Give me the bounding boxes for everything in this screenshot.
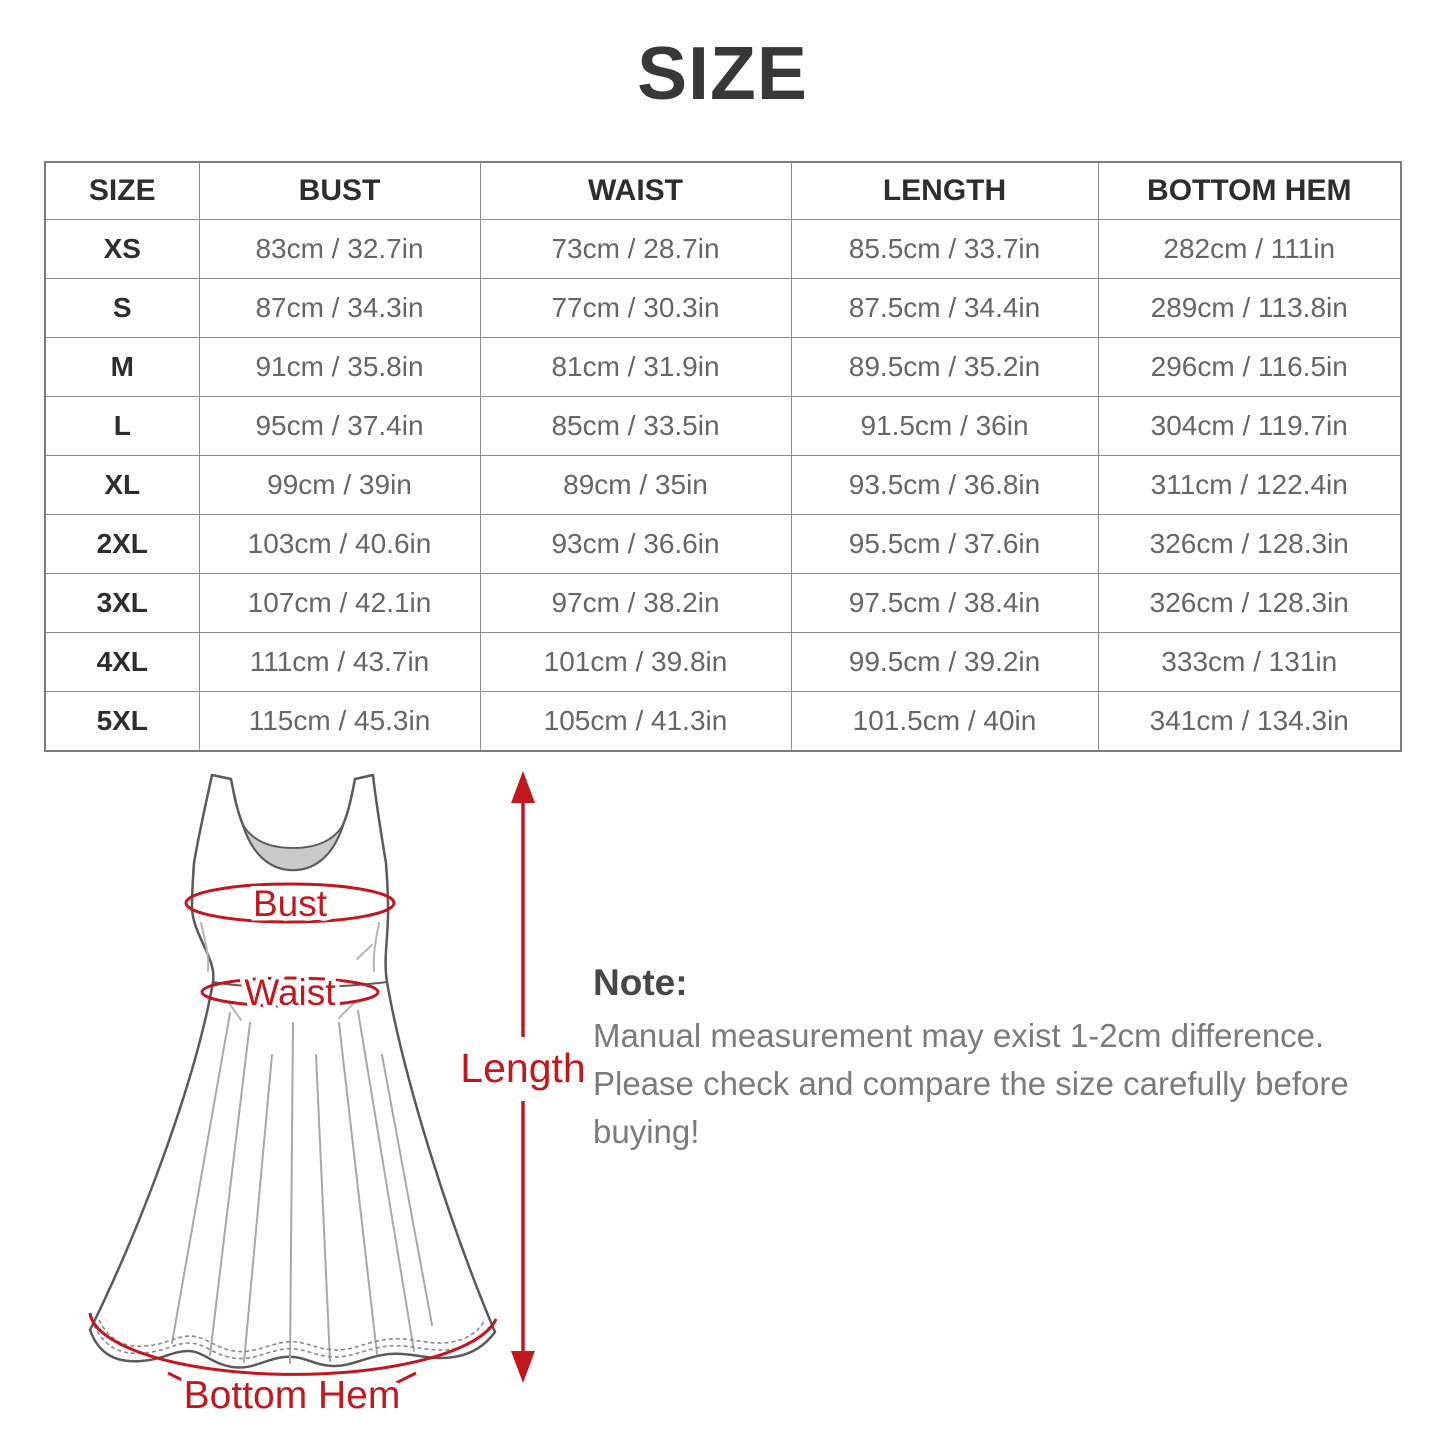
table-row: 3XL 107cm / 42.1in 97cm / 38.2in 97.5cm … xyxy=(44,573,1402,633)
table-cell: 81cm / 31.9in xyxy=(479,337,792,397)
table-cell: 97cm / 38.2in xyxy=(479,573,792,633)
table-cell: 296cm / 116.5in xyxy=(1097,337,1402,397)
neckline-shade xyxy=(242,824,344,871)
table-cell: 99cm / 39in xyxy=(198,455,481,515)
page-title: SIZE xyxy=(637,31,808,115)
size-cell: XS xyxy=(44,219,200,279)
size-cell: 4XL xyxy=(44,632,200,692)
size-cell: 2XL xyxy=(44,514,200,574)
table-cell: 115cm / 45.3in xyxy=(198,691,481,752)
table-header-row: SIZE BUST WAIST LENGTH BOTTOM HEM xyxy=(44,161,1402,220)
col-header-size: SIZE xyxy=(44,161,200,220)
table-cell: 91cm / 35.8in xyxy=(198,337,481,397)
table-cell: 91.5cm / 36in xyxy=(790,396,1099,456)
table-cell: 326cm / 128.3in xyxy=(1097,514,1402,574)
table-cell: 105cm / 41.3in xyxy=(479,691,792,752)
table-row: M 91cm / 35.8in 81cm / 31.9in 89.5cm / 3… xyxy=(44,337,1402,397)
note-heading: Note: xyxy=(593,962,688,1003)
note-line: Please check and compare the size carefu… xyxy=(593,1065,1349,1102)
size-cell: L xyxy=(44,396,200,456)
pleat-lines xyxy=(171,1010,433,1364)
bottom-hem-label: Bottom Hem xyxy=(184,1374,401,1417)
table-row: 4XL 111cm / 43.7in 101cm / 39.8in 99.5cm… xyxy=(44,632,1402,692)
table-cell: 89cm / 35in xyxy=(479,455,792,515)
waist-label: Waist xyxy=(244,972,336,1013)
col-header-length: LENGTH xyxy=(790,161,1099,220)
note-line: buying! xyxy=(593,1113,700,1150)
table-cell: 85cm / 33.5in xyxy=(479,396,792,456)
size-cell: 5XL xyxy=(44,691,200,752)
bottom-hem-measure-line xyxy=(88,1312,498,1376)
size-cell: S xyxy=(44,278,200,338)
table-cell: 93.5cm / 36.8in xyxy=(790,455,1099,515)
table-row: L 95cm / 37.4in 85cm / 33.5in 91.5cm / 3… xyxy=(44,396,1402,456)
size-cell: XL xyxy=(44,455,200,515)
table-cell: 85.5cm / 33.7in xyxy=(790,219,1099,279)
bust-measure-line xyxy=(184,882,396,924)
col-header-bust: BUST xyxy=(198,161,481,220)
note-line: Manual measurement may exist 1-2cm diffe… xyxy=(593,1017,1325,1054)
size-cell: M xyxy=(44,337,200,397)
table-cell: 107cm / 42.1in xyxy=(198,573,481,633)
table-cell: 83cm / 32.7in xyxy=(198,219,481,279)
table-cell: 93cm / 36.6in xyxy=(479,514,792,574)
table-row: S 87cm / 34.3in 77cm / 30.3in 87.5cm / 3… xyxy=(44,278,1402,338)
table-cell: 103cm / 40.6in xyxy=(198,514,481,574)
table-cell: 341cm / 134.3in xyxy=(1097,691,1402,752)
table-cell: 97.5cm / 38.4in xyxy=(790,573,1099,633)
size-cell: 3XL xyxy=(44,573,200,633)
bust-label: Bust xyxy=(253,883,328,924)
hem-stitching xyxy=(93,1319,490,1360)
table-cell: 87cm / 34.3in xyxy=(198,278,481,338)
table-cell: 99.5cm / 39.2in xyxy=(790,632,1099,692)
table-cell: 87.5cm / 34.4in xyxy=(790,278,1099,338)
table-row: 2XL 103cm / 40.6in 93cm / 36.6in 95.5cm … xyxy=(44,514,1402,574)
col-header-bottom-hem: BOTTOM HEM xyxy=(1097,161,1402,220)
table-cell: 95cm / 37.4in xyxy=(198,396,481,456)
table-cell: 326cm / 128.3in xyxy=(1097,573,1402,633)
table-cell: 101.5cm / 40in xyxy=(790,691,1099,752)
size-table: SIZE BUST WAIST LENGTH BOTTOM HEM XS 83c… xyxy=(44,161,1402,752)
table-row: 5XL 115cm / 45.3in 105cm / 41.3in 101.5c… xyxy=(44,691,1402,752)
table-row: XS 83cm / 32.7in 73cm / 28.7in 85.5cm / … xyxy=(44,219,1402,279)
measurement-annotations: Bust Waist Length Bottom Hem xyxy=(88,771,586,1423)
table-cell: 289cm / 113.8in xyxy=(1097,278,1402,338)
table-cell: 333cm / 131in xyxy=(1097,632,1402,692)
waist-measure-line xyxy=(200,976,380,1008)
table-cell: 101cm / 39.8in xyxy=(479,632,792,692)
dress-measurement-diagram: Bust Waist Length Bottom Hem xyxy=(88,771,586,1423)
table-cell: 77cm / 30.3in xyxy=(479,278,792,338)
col-header-waist: WAIST xyxy=(479,161,792,220)
table-cell: 311cm / 122.4in xyxy=(1097,455,1402,515)
size-table-header: SIZE BUST WAIST LENGTH BOTTOM HEM xyxy=(44,161,1402,220)
dress-illustration xyxy=(88,773,497,1369)
table-cell: 95.5cm / 37.6in xyxy=(790,514,1099,574)
note-block: Note: Manual measurement may exist 1-2cm… xyxy=(593,962,1403,1156)
length-arrow xyxy=(511,771,535,1383)
length-label: Length xyxy=(460,1045,585,1091)
table-cell: 282cm / 111in xyxy=(1097,219,1402,279)
table-cell: 73cm / 28.7in xyxy=(479,219,792,279)
table-cell: 304cm / 119.7in xyxy=(1097,396,1402,456)
table-row: XL 99cm / 39in 89cm / 35in 93.5cm / 36.8… xyxy=(44,455,1402,515)
table-cell: 111cm / 43.7in xyxy=(198,632,481,692)
table-cell: 89.5cm / 35.2in xyxy=(790,337,1099,397)
